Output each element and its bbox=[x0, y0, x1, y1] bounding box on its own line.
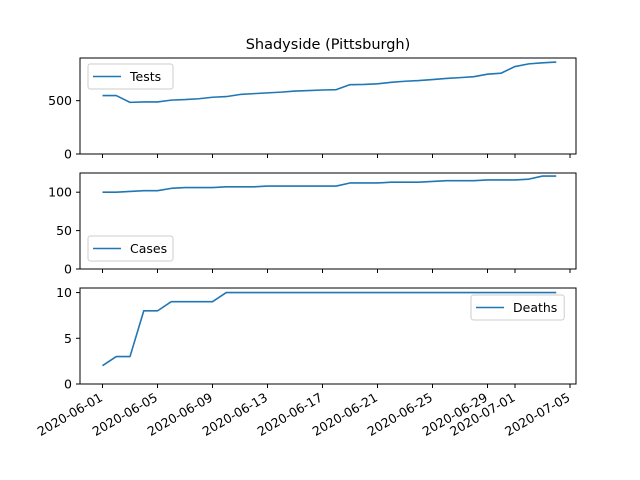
y-tick-label: 500 bbox=[48, 93, 72, 108]
legend: Tests bbox=[87, 63, 174, 90]
legend-box bbox=[87, 63, 174, 90]
y-tick-label: 5 bbox=[64, 331, 72, 346]
subplot-2: 0 50 100 Cases bbox=[48, 172, 577, 277]
legend-label: Tests bbox=[129, 69, 161, 84]
legend-box bbox=[470, 294, 565, 321]
series-line-tests bbox=[102, 61, 557, 104]
legend: Cases bbox=[87, 235, 174, 262]
legend-label: Cases bbox=[130, 241, 167, 256]
legend-label: Deaths bbox=[513, 300, 557, 315]
y-tick-label: 0 bbox=[64, 147, 72, 162]
legend: Deaths bbox=[470, 294, 565, 321]
axes-frame bbox=[79, 287, 577, 385]
subplots: 0500Tests050100Cases05102020-06-012020-0… bbox=[35, 57, 577, 439]
y-tick-label: 100 bbox=[48, 185, 72, 200]
series-line-cases bbox=[102, 175, 557, 193]
subplot-3: 05102020-06-012020-06-052020-06-092020-0… bbox=[35, 285, 577, 439]
y-tick-label: 50 bbox=[56, 223, 72, 238]
axes-frame bbox=[79, 172, 577, 270]
y-tick-label: 0 bbox=[64, 262, 72, 277]
series-line-deaths bbox=[102, 291, 557, 367]
legend-box bbox=[87, 235, 174, 262]
y-tick-label: 0 bbox=[64, 377, 72, 392]
axes-frame bbox=[79, 57, 577, 155]
chart-title: Shadyside (Pittsburgh) bbox=[246, 37, 411, 53]
y-tick-label: 10 bbox=[56, 285, 72, 300]
subplot-1: 0 500 Tests bbox=[48, 57, 577, 162]
